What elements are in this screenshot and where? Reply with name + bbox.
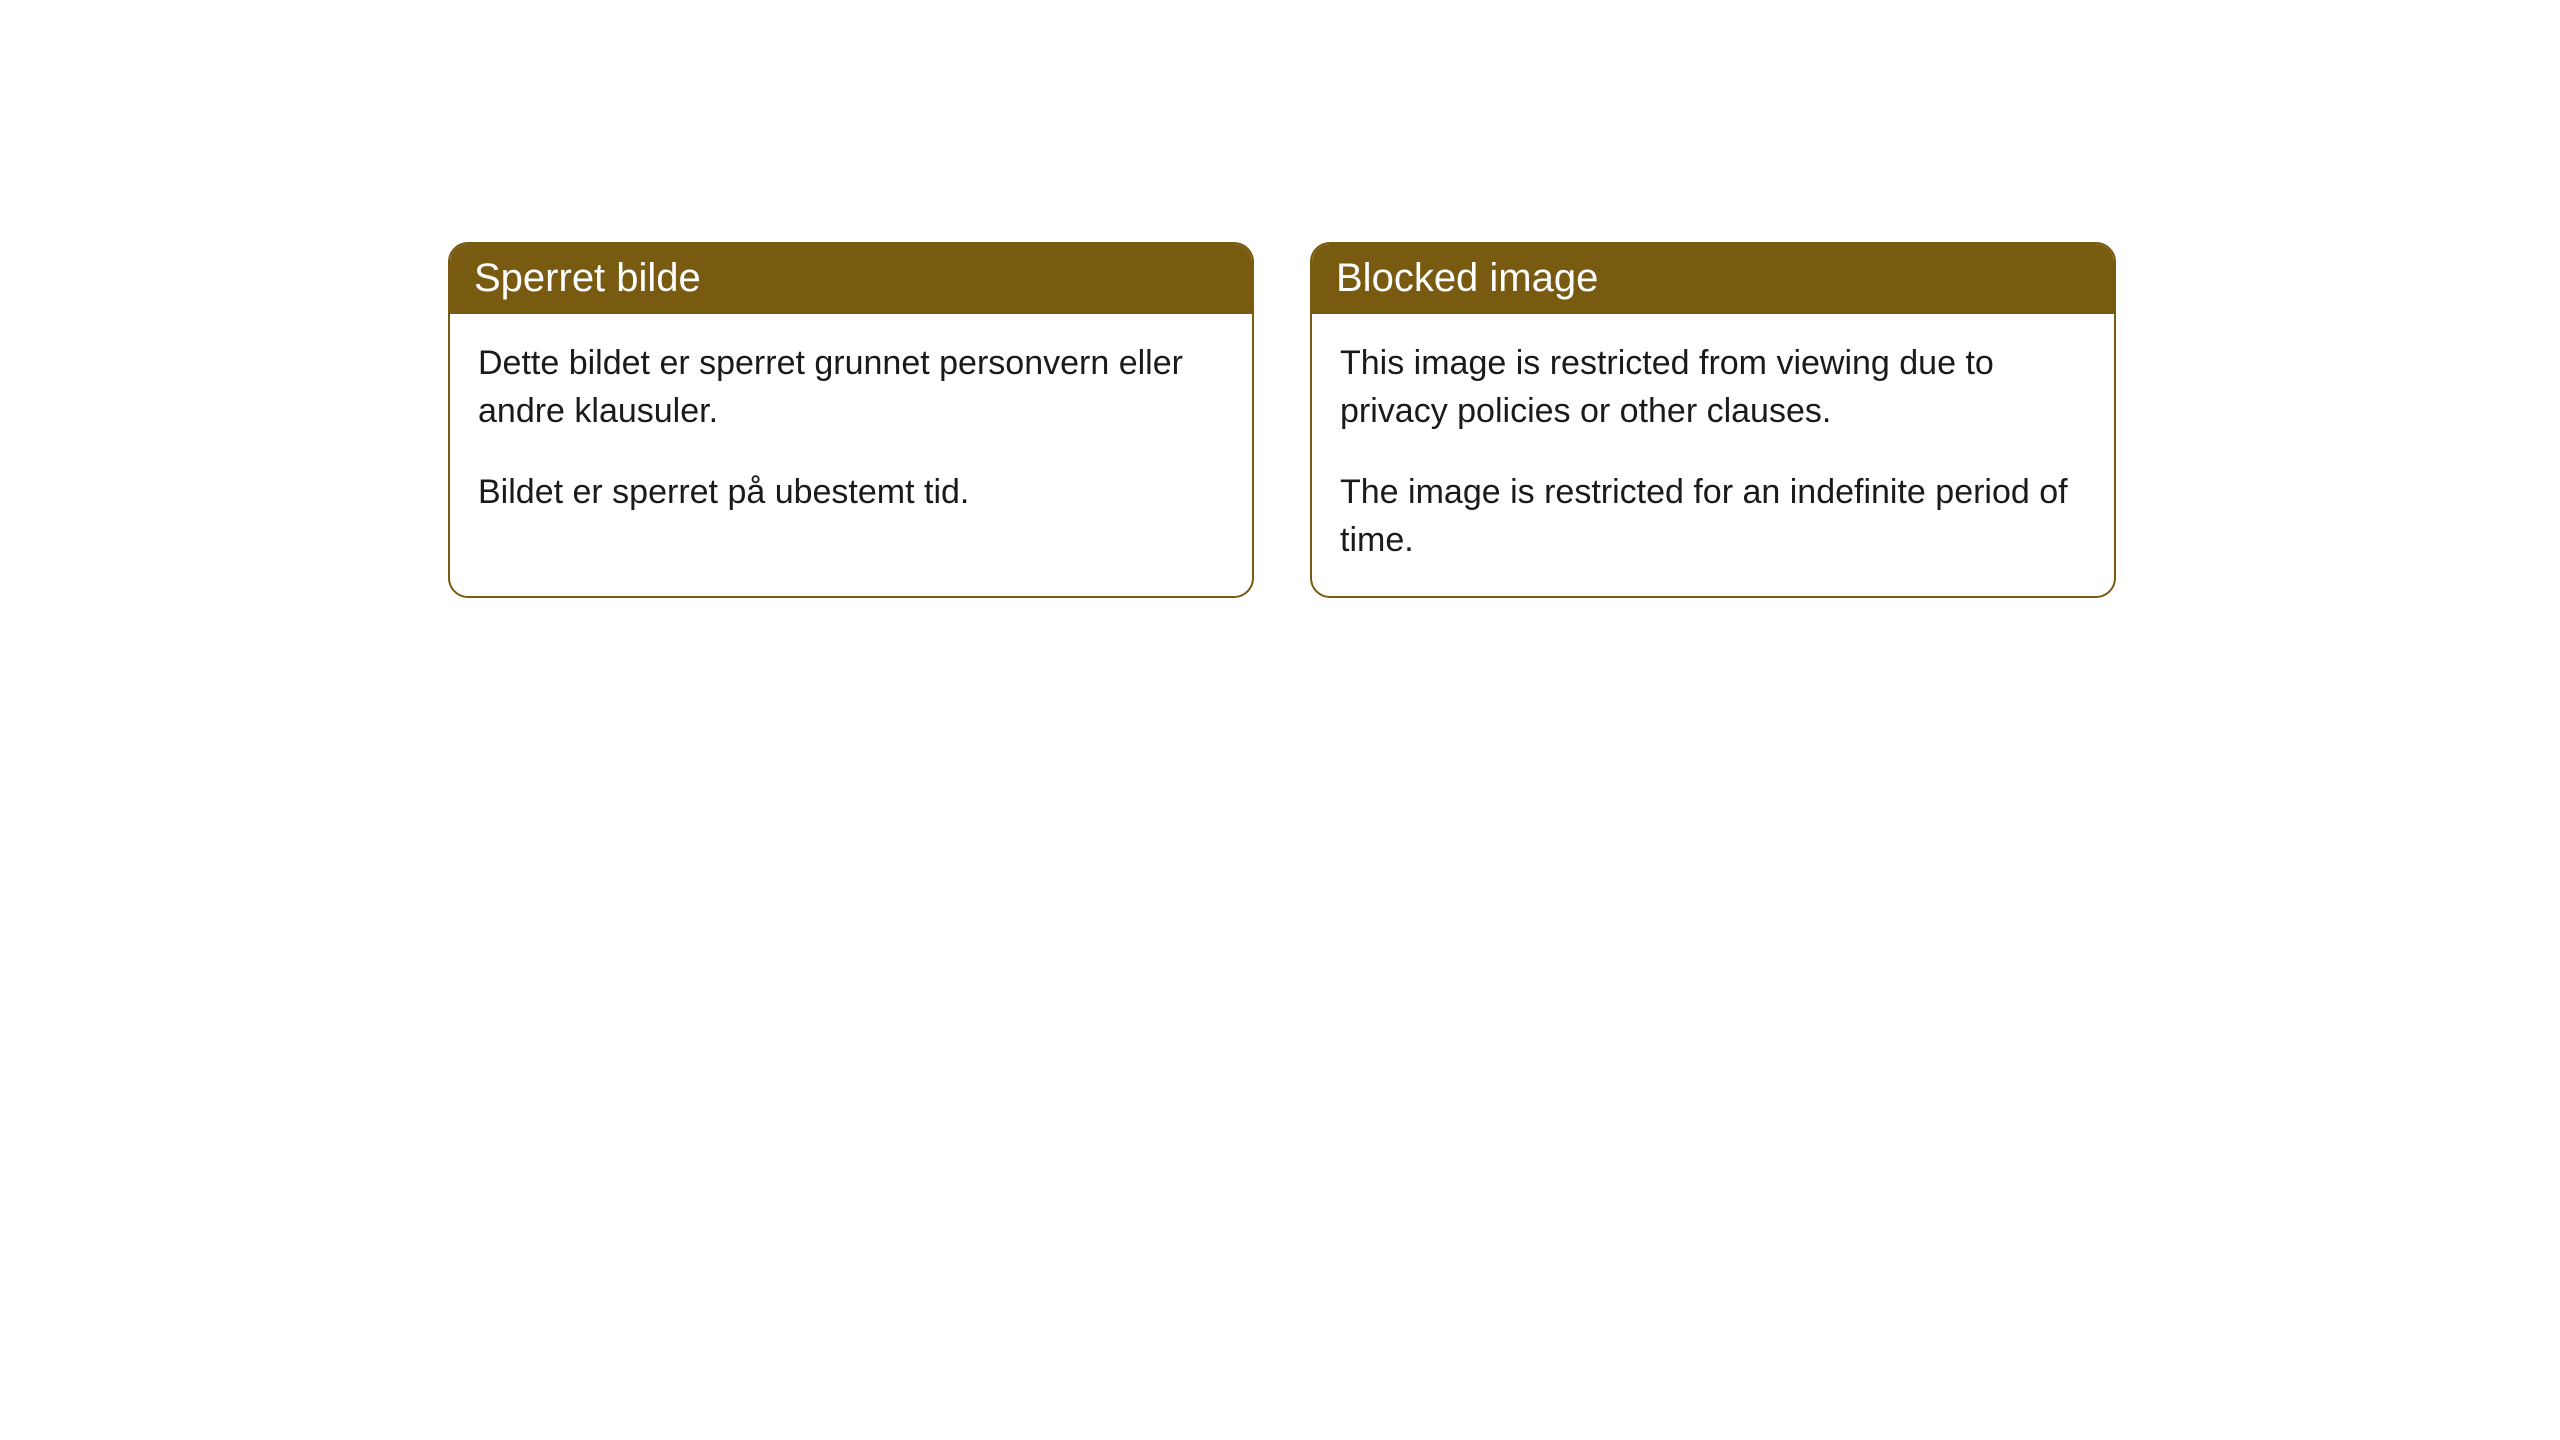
notice-container: Sperret bilde Dette bildet er sperret gr… (0, 0, 2560, 598)
notice-card-english: Blocked image This image is restricted f… (1310, 242, 2116, 598)
card-paragraph: Bildet er sperret på ubestemt tid. (478, 469, 1224, 517)
card-paragraph: This image is restricted from viewing du… (1340, 340, 2086, 435)
card-header: Blocked image (1312, 244, 2114, 314)
card-title: Sperret bilde (474, 256, 701, 300)
card-paragraph: Dette bildet er sperret grunnet personve… (478, 340, 1224, 435)
card-title: Blocked image (1336, 256, 1598, 300)
card-header: Sperret bilde (450, 244, 1252, 314)
card-body: Dette bildet er sperret grunnet personve… (450, 314, 1252, 549)
card-body: This image is restricted from viewing du… (1312, 314, 2114, 596)
card-paragraph: The image is restricted for an indefinit… (1340, 469, 2086, 564)
notice-card-norwegian: Sperret bilde Dette bildet er sperret gr… (448, 242, 1254, 598)
